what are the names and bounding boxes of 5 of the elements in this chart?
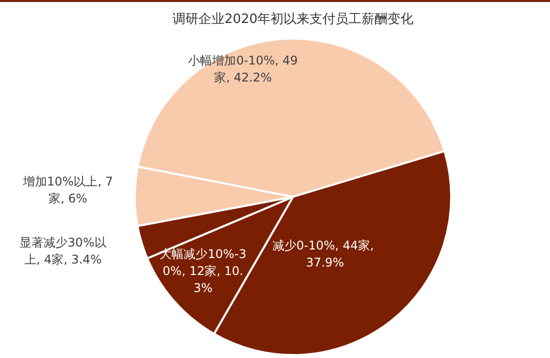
slice-label: 小幅增加0-10%, 49家, 42.2% bbox=[188, 54, 298, 85]
slice-label: 增加10%以上, 7家, 6% bbox=[22, 174, 113, 206]
slice-label: 显著减少30%以上, 4家, 3.4% bbox=[20, 236, 106, 267]
slice-label: 减少0-10%, 44家, 37.9% bbox=[272, 238, 378, 270]
chart-title: 调研企业2020年初以来支付员工薪酬变化 bbox=[172, 12, 414, 28]
